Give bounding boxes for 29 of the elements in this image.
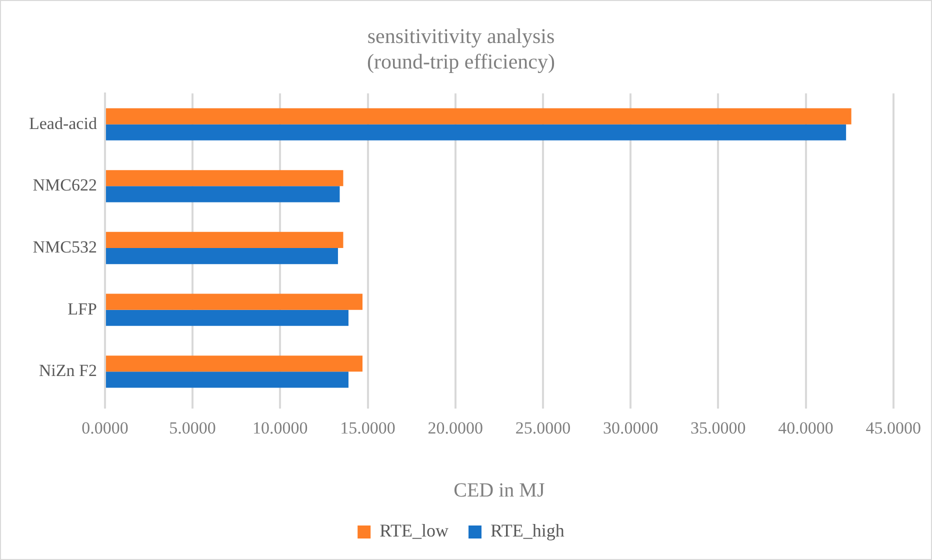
bar (106, 248, 338, 264)
x-tick-label: 20.0000 (428, 418, 483, 438)
x-axis-title: CED in MJ (454, 479, 545, 502)
bar (106, 124, 846, 140)
bar (106, 170, 344, 186)
x-tick-label: 15.0000 (340, 418, 396, 438)
x-tick-label: 5.0000 (169, 418, 216, 438)
x-tick-label: 30.0000 (602, 418, 658, 438)
legend-label: RTE_high (490, 520, 564, 541)
x-tick-label: 45.0000 (866, 418, 921, 438)
bar (106, 372, 348, 388)
x-tick-label: 35.0000 (690, 418, 746, 438)
bar (106, 356, 363, 372)
bar (106, 108, 852, 124)
y-tick-label: NMC622 (32, 176, 97, 195)
y-tick-label: NiZn F2 (38, 361, 97, 380)
x-tick-label: 40.0000 (778, 418, 834, 438)
y-tick-label: NMC532 (32, 237, 97, 256)
bar (106, 294, 363, 310)
x-tick-label: 10.0000 (252, 418, 308, 438)
chart-title: sensitivitivity analysis (round-trip efficiency) (367, 24, 555, 74)
bar (106, 310, 348, 326)
y-tick-label: Lead-acid (28, 114, 98, 133)
bar (106, 232, 344, 248)
legend-label: RTE_low (380, 520, 449, 541)
x-tick-label: 0.0000 (82, 418, 128, 438)
bar (106, 186, 340, 202)
x-tick-label: 25.0000 (515, 418, 571, 438)
y-tick-label: LFP (68, 299, 97, 318)
